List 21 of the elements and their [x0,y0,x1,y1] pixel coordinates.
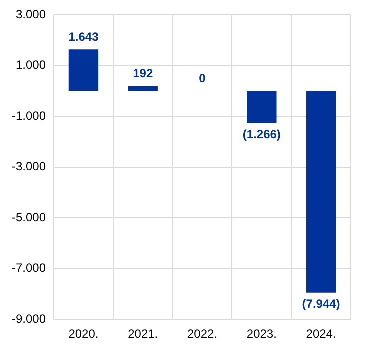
y-tick-label: -9.000 [12,312,46,326]
bar [128,86,158,92]
y-tick-label: -3.000 [12,160,46,174]
data-label: (1.266) [242,128,281,142]
y-tick-label: -5.000 [12,210,46,224]
y-tick-label: -1.000 [12,108,46,123]
x-tick-label: 2021. [128,327,158,342]
y-tick-label: -7.000 [12,261,46,276]
x-tick-label: 2024. [306,327,336,342]
y-tick-label: 1.000 [16,58,46,72]
bar [306,91,336,293]
data-label: 1.643 [68,30,100,44]
data-label: (7.944) [302,297,340,312]
y-tick-label: 3.000 [16,8,46,22]
data-label: 192 [133,66,154,81]
data-label: 0 [199,72,206,86]
x-tick-label: 2022. [187,327,218,342]
bar [68,50,99,92]
x-tick-label: 2023. [246,327,277,342]
x-tick-label: 2020. [68,327,99,342]
bar [247,91,277,124]
